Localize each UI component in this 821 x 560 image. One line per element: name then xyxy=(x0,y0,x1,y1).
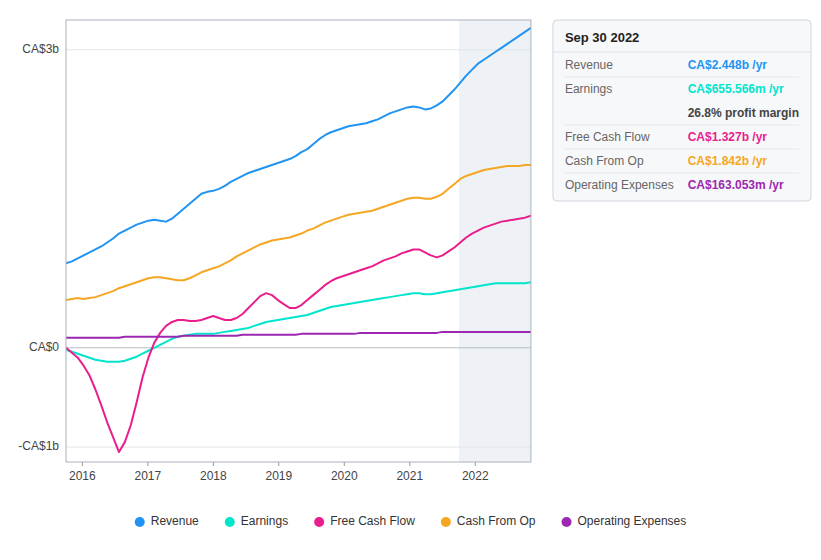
annotation-value: CA$1.842b /yr xyxy=(688,154,768,168)
legend-marker xyxy=(135,517,145,527)
annotation-label: Operating Expenses xyxy=(565,178,674,192)
legend-marker xyxy=(441,517,451,527)
annotation-value: CA$163.053m /yr xyxy=(688,178,784,192)
plot-frame xyxy=(66,20,531,462)
annotation-panel: Sep 30 2022 Revenue CA$2.448b /yr Earnings C… xyxy=(553,20,811,201)
legend-marker xyxy=(225,517,235,527)
annotation-value: 26.8% profit margin xyxy=(688,106,799,120)
x-tick xyxy=(147,462,148,466)
annotation-divider xyxy=(565,77,799,78)
annotation-label: Earnings xyxy=(565,82,612,96)
y-tick-label: CA$0 xyxy=(29,340,59,354)
series-line xyxy=(66,282,531,361)
series-line xyxy=(66,28,531,263)
highlight-band xyxy=(459,20,531,462)
series-line xyxy=(66,332,531,338)
annotation-label: Free Cash Flow xyxy=(565,130,650,144)
annotation-box xyxy=(553,20,811,201)
annotation-divider xyxy=(565,173,799,174)
grid-line xyxy=(66,447,531,448)
x-tick-label: 2021 xyxy=(396,469,423,483)
annotation-divider xyxy=(565,149,799,150)
legend: Revenue Earnings Free Cash Flow Cash From O… xyxy=(135,514,687,528)
x-tick xyxy=(278,462,279,466)
x-tick-label: 2022 xyxy=(462,469,489,483)
y-tick-label: CA$3b xyxy=(22,42,59,56)
annotation-label: Cash From Op xyxy=(565,154,644,168)
x-tick xyxy=(475,462,476,466)
legend-label: Operating Expenses xyxy=(578,514,687,528)
x-tick xyxy=(409,462,410,466)
legend-label: Free Cash Flow xyxy=(330,514,415,528)
annotation-value: CA$655.566m /yr xyxy=(688,82,784,96)
x-tick xyxy=(344,462,345,466)
legend-marker xyxy=(314,517,324,527)
x-tick xyxy=(213,462,214,466)
legend-marker xyxy=(562,517,572,527)
legend-label: Revenue xyxy=(151,514,199,528)
x-tick xyxy=(82,462,83,466)
annotation-label: Revenue xyxy=(565,58,613,72)
annotation-value: CA$1.327b /yr xyxy=(688,130,768,144)
x-tick-label: 2016 xyxy=(69,469,96,483)
grid-line xyxy=(66,347,531,348)
grid-line xyxy=(66,49,531,50)
series-line xyxy=(66,216,531,452)
legend-label: Cash From Op xyxy=(457,514,536,528)
plot-area xyxy=(66,20,531,462)
x-tick-label: 2020 xyxy=(331,469,358,483)
x-tick-label: 2019 xyxy=(265,469,292,483)
series-line xyxy=(66,165,531,300)
annotation-value: CA$2.448b /yr xyxy=(688,58,768,72)
annotation-title: Sep 30 2022 xyxy=(565,30,639,45)
x-tick-label: 2017 xyxy=(134,469,161,483)
chart: Sep 30 2022 Revenue CA$2.448b /yr Earnings C… xyxy=(0,0,821,560)
annotation-divider xyxy=(553,52,811,53)
legend-label: Earnings xyxy=(241,514,288,528)
axes: CA$3b CA$0 -CA$1b 2016 2017 2018 2019 2020 2021 2… xyxy=(18,42,489,483)
annotation-divider xyxy=(565,125,799,126)
y-tick-label: -CA$1b xyxy=(18,439,59,453)
x-tick-label: 2018 xyxy=(200,469,227,483)
